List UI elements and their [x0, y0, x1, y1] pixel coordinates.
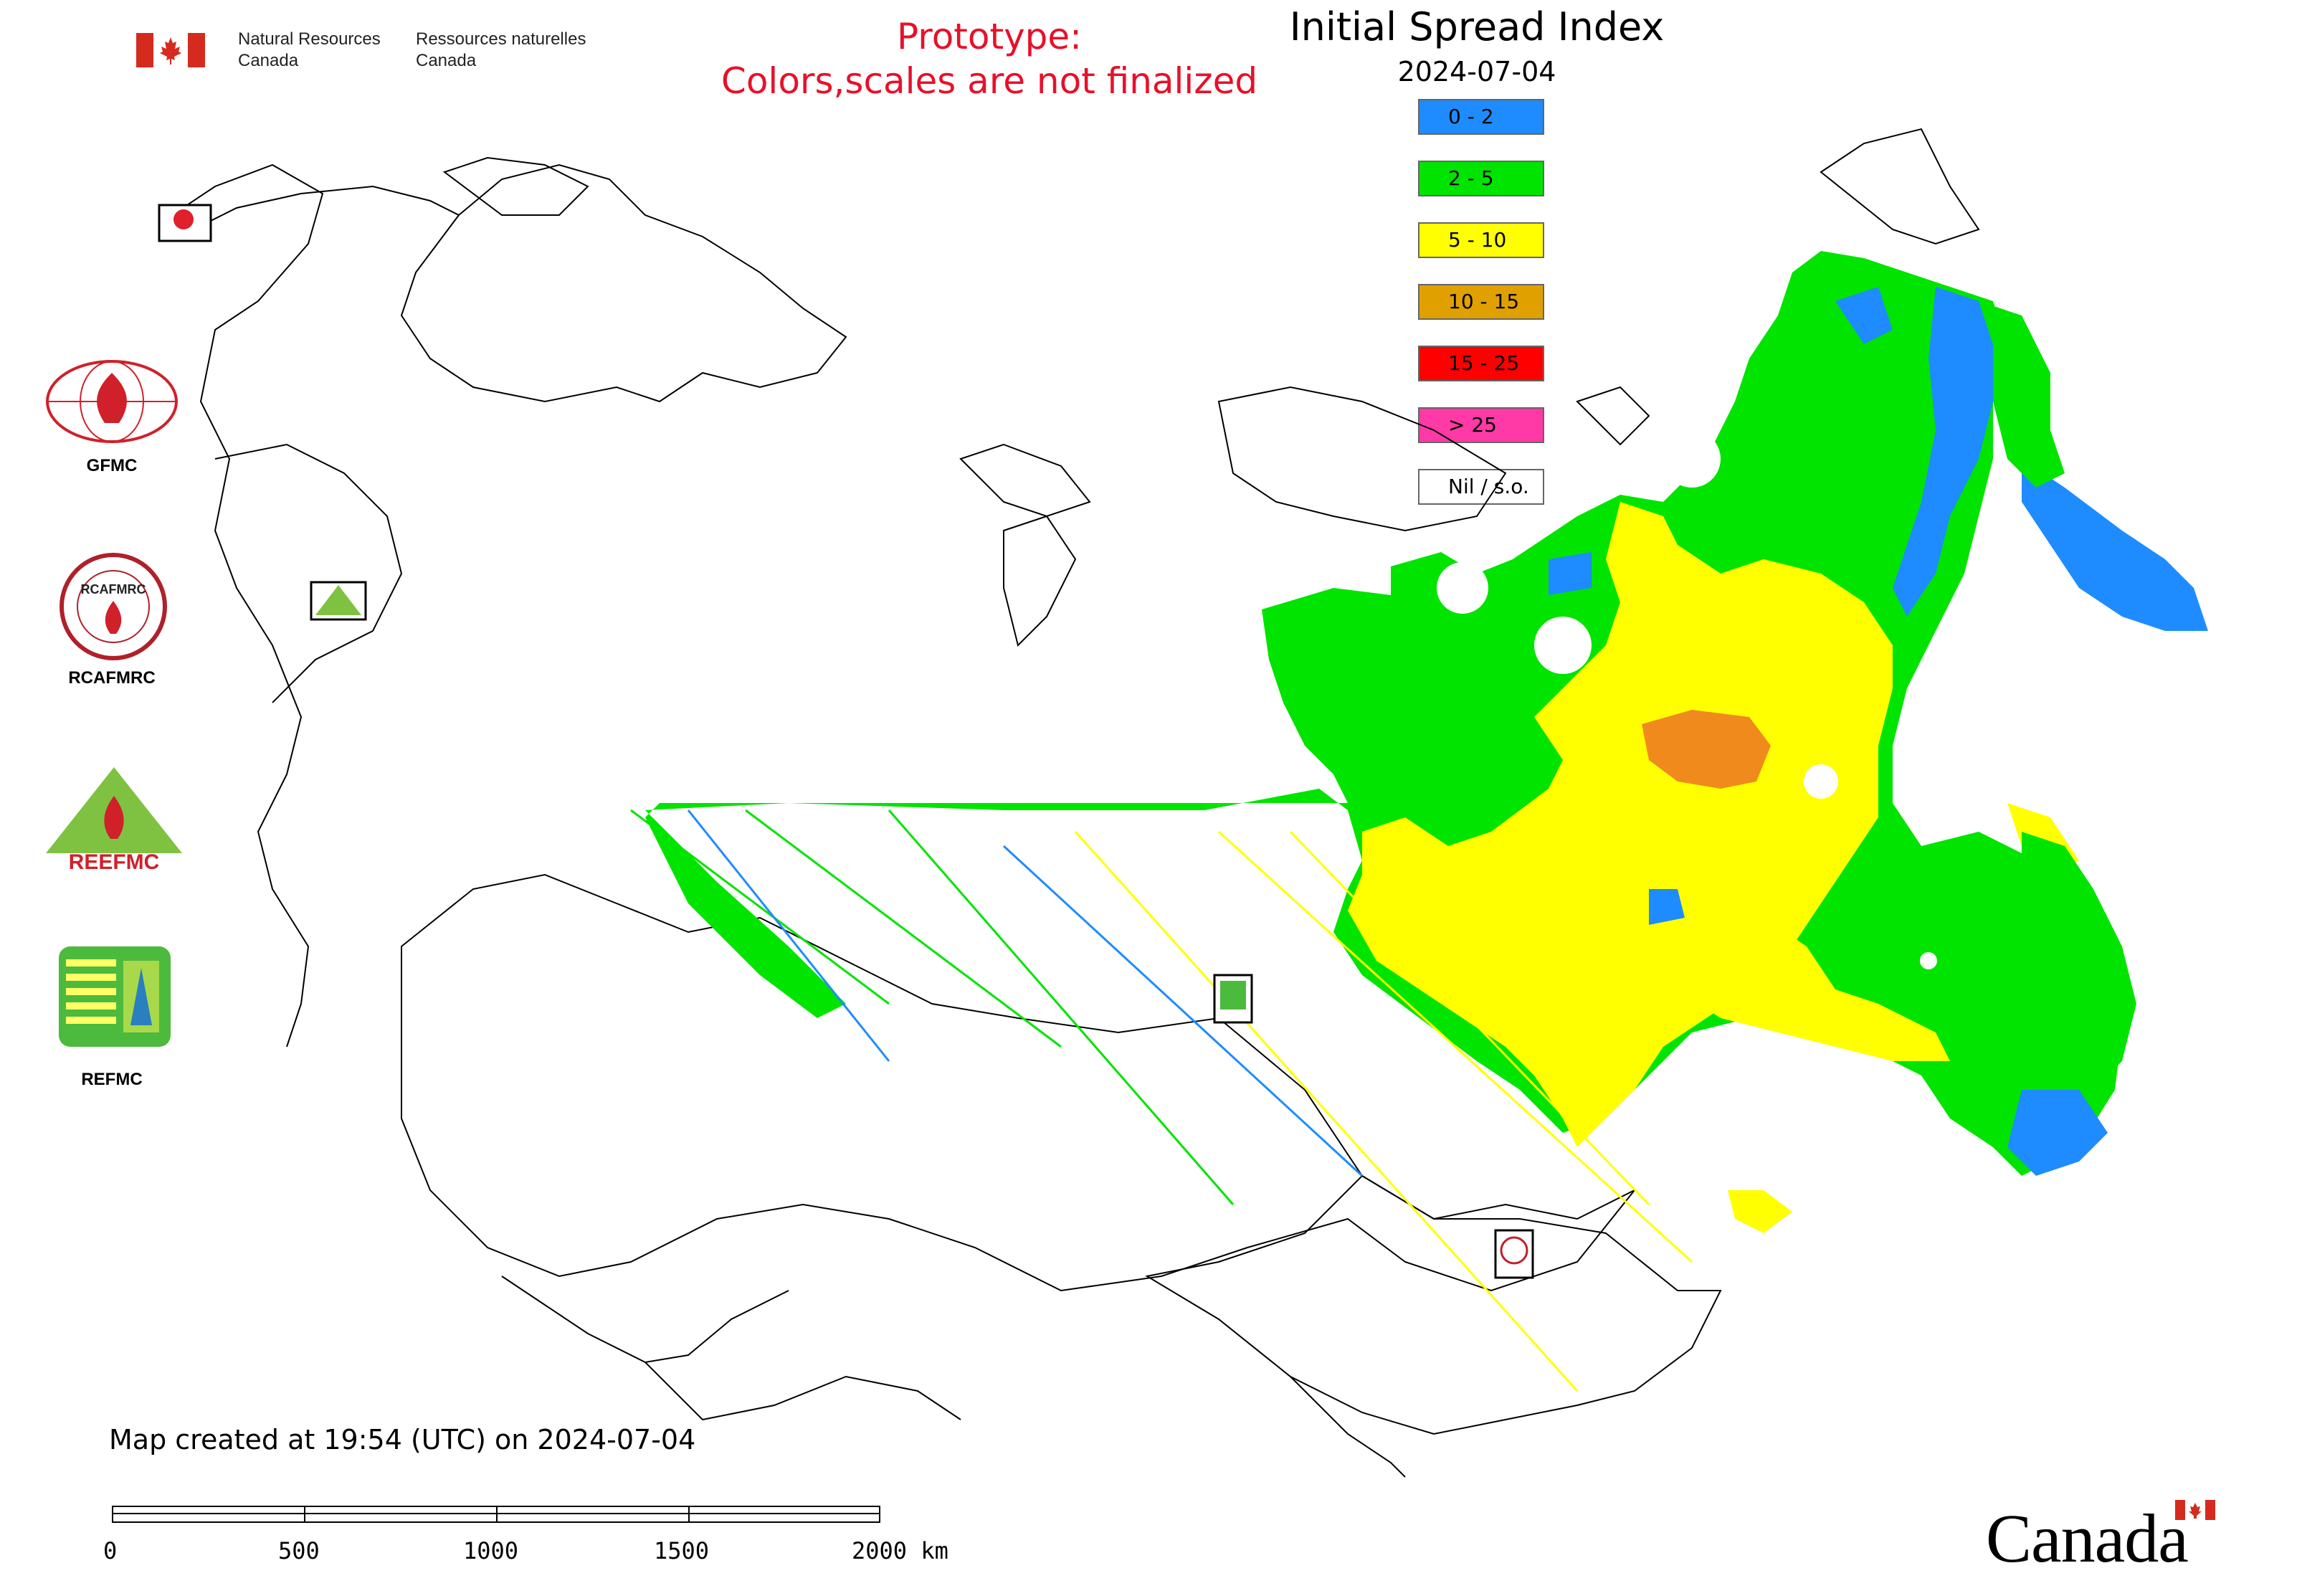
green-sakhalin — [2022, 832, 2136, 1090]
green-kamchatka — [1979, 301, 2065, 488]
refmc-label: REFMC — [81, 1070, 143, 1089]
lake-5 — [1920, 952, 1937, 969]
blue-patch-south — [1649, 889, 1685, 925]
scale-label-2000: 2000 km — [852, 1537, 948, 1564]
svg-text:REEFMC: REEFMC — [69, 850, 160, 874]
yellow-zone — [1348, 502, 1893, 1147]
chukotka-outline — [1820, 128, 1980, 245]
central-asia-outline — [501, 1276, 789, 1364]
svg-text:RCAFMRC: RCAFMRC — [81, 582, 146, 597]
mongolia-outline — [1145, 1174, 1722, 1435]
legend-item-2-5: 2 - 5 — [1418, 161, 1544, 196]
prototype-notice: Prototype: Colors,scales are not finaliz… — [720, 16, 1258, 102]
rcafmrc-logo-icon: RCAFMRC — [60, 553, 167, 660]
western-russia-outline — [400, 163, 847, 403]
blue-patch-west — [1549, 552, 1592, 595]
index-raster — [630, 251, 2208, 1392]
scale-label-500: 500 — [278, 1537, 320, 1564]
nrcan-fr: Ressources naturelles Canada — [416, 29, 586, 70]
blue-zone-east — [1893, 287, 2007, 617]
northern-coast-outline — [179, 185, 460, 237]
gfmc-logo-icon — [46, 360, 178, 443]
scandinavia-outline — [171, 163, 324, 1048]
canada-flag-icon — [136, 33, 205, 67]
blue-patch-ne — [1835, 287, 1893, 344]
lake-4 — [1804, 764, 1838, 799]
legend-item-over-25: > 25 — [1418, 407, 1544, 443]
scale-label-1000: 1000 — [463, 1537, 519, 1564]
lake-2 — [1534, 617, 1592, 674]
scale-bar — [112, 1506, 880, 1524]
canada-wordmark: Canada — [1986, 1500, 2189, 1577]
rcafmrc-label: RCAFMRC — [68, 668, 156, 688]
legend-item-0-2: 0 - 2 — [1418, 99, 1544, 135]
taymyr-outline — [1217, 386, 1507, 532]
arctic-islands-outline — [959, 443, 1091, 518]
wordmark-flag-icon — [2175, 1500, 2215, 1520]
legend-item-10-15: 10 - 15 — [1418, 284, 1544, 320]
lake-3 — [1437, 562, 1488, 614]
gfmc-label: GFMC — [86, 456, 138, 475]
belarus-ukraine-outline — [214, 443, 403, 703]
refmc-logo-icon — [59, 946, 171, 1047]
kola-outline — [442, 156, 589, 216]
yellow-south — [1728, 1190, 1792, 1233]
new-siberian-outline — [1576, 386, 1650, 446]
kazakhstan-outline — [401, 873, 1635, 1292]
nrcan-signature: Natural Resources Canada Ressources natur… — [136, 27, 624, 77]
yellow-zone-2 — [1649, 903, 1950, 1061]
streaks — [630, 809, 1693, 1392]
lake-1 — [1663, 430, 1721, 488]
nrcan-en: Natural Resources Canada — [238, 29, 381, 70]
map-date: 2024-07-04 — [1397, 56, 1556, 87]
china-outline — [1290, 1376, 1406, 1478]
legend-item-15-25: 15 - 25 — [1418, 346, 1544, 381]
blue-kamchatka — [2022, 459, 2208, 631]
legend-item-5-10: 5 - 10 — [1418, 222, 1544, 258]
orange-zone — [1642, 710, 1771, 789]
country-outlines — [171, 128, 1980, 1478]
yamal-outline — [1003, 515, 1077, 647]
blue-sakhalin — [2007, 1090, 2108, 1176]
map-created-note: Map created at 19:54 (UTC) on 2024-07-04 — [109, 1424, 696, 1455]
legend-item-nil: Nil / s.o. — [1418, 469, 1544, 505]
reefmc-logo-icon: REEFMC — [46, 767, 182, 874]
map-title: Initial Spread Index — [1289, 4, 1665, 49]
scale-label-0: 0 — [103, 1537, 118, 1564]
uzbekistan-outline — [645, 1362, 961, 1421]
scale-label-1500: 1500 — [654, 1537, 710, 1564]
